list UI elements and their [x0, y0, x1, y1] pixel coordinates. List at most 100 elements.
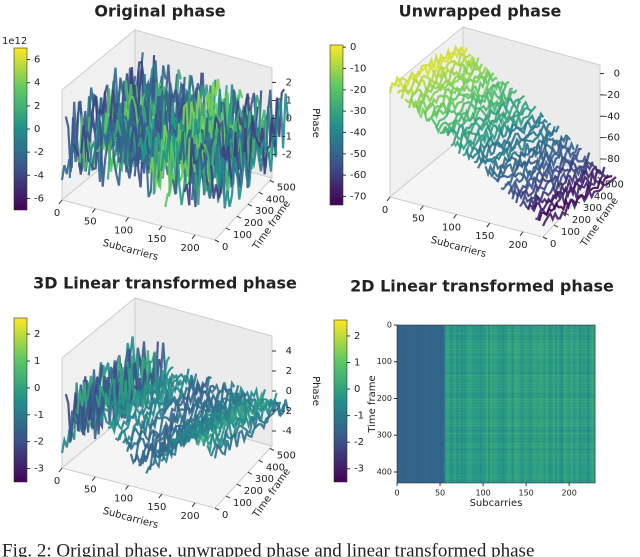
heatmap-row [445, 330, 595, 332]
z-tick-label: 0 [614, 69, 620, 80]
heatmap-row [445, 422, 595, 424]
heatmap-column [458, 325, 461, 483]
y-axis-label: Time frame [367, 375, 378, 433]
x-tick-label: 50 [84, 485, 97, 496]
heatmap-row [445, 332, 595, 335]
heatmap-column [585, 325, 588, 483]
heatmap-column [408, 325, 412, 483]
heatmap-column [537, 325, 541, 483]
heatmap-column [553, 325, 556, 483]
x-tick [386, 196, 391, 202]
heatmap-row [445, 438, 595, 440]
heatmap-row [445, 356, 595, 358]
y-tick-label: 0 [550, 239, 556, 250]
heatmap-column [543, 325, 546, 483]
colorbar-tick-label: 0 [34, 124, 40, 135]
heatmap-column [468, 325, 471, 483]
heatmap-column [488, 325, 491, 483]
z-tick-label: -2 [282, 150, 292, 161]
y-tick-label: 300 [377, 431, 392, 440]
colorbar-offset: 1e12 [2, 36, 27, 47]
x-tick-label: 200 [508, 240, 527, 251]
colorbar-tick-label: 6 [34, 55, 40, 66]
y-tick [564, 212, 570, 216]
y-tick [597, 176, 603, 180]
z-tick-label: 2 [286, 366, 292, 377]
colorbar-tick-label: -20 [350, 85, 366, 96]
x-tick-label: 150 [518, 489, 533, 498]
heatmap-column [523, 325, 527, 483]
heatmap-column [545, 325, 548, 483]
surface [137, 84, 213, 180]
heatmap-row [445, 364, 595, 366]
plot-frame [396, 324, 596, 484]
heatmap-row [445, 404, 595, 406]
x-tick [419, 205, 424, 210]
y-tick-label: 100 [561, 227, 580, 238]
heatmap-column [539, 325, 543, 483]
heatmap-column [571, 325, 574, 483]
y-tick [214, 239, 220, 243]
heatmap-row [445, 340, 595, 342]
x-tick-label: 150 [147, 234, 166, 245]
heatmap-column [446, 325, 449, 483]
surface [99, 366, 174, 424]
heatmap-column [531, 325, 535, 483]
heatmap-column [505, 325, 509, 483]
heatmap-column [440, 325, 444, 483]
surface [114, 368, 190, 442]
surface [462, 105, 537, 157]
heatmap-row [445, 351, 595, 353]
colorbar-tick-label: -2 [354, 437, 364, 448]
heatmap-column [563, 325, 566, 483]
heatmap-row [445, 401, 595, 403]
heatmap-column [525, 325, 529, 483]
heatmap-column [541, 325, 545, 483]
heatmap-column [474, 325, 477, 483]
heatmap-column [428, 325, 432, 483]
heatmap-column [397, 325, 400, 483]
colorbar-tick-label: -10 [350, 63, 366, 74]
x-tick-label: 150 [147, 502, 166, 513]
z-tick-label: 0 [286, 113, 292, 124]
heatmap-column [434, 325, 438, 483]
heatmap-row [445, 472, 595, 474]
colorbar-tick-label: 4 [34, 78, 40, 89]
heatmap-column [484, 325, 487, 483]
colorbar-tick-label: -2 [34, 147, 44, 158]
x-tick [58, 467, 63, 473]
heatmap-column [444, 325, 447, 483]
heatmap-row [445, 359, 595, 361]
x-axis-label: Subcarries [470, 498, 523, 509]
y-tick-label: 500 [277, 182, 296, 193]
heatmap-row [445, 346, 595, 348]
colorbar-tick-label: 2 [34, 101, 40, 112]
surface [195, 390, 270, 446]
z-tick-label: 1 [286, 95, 292, 106]
heatmap-column [515, 325, 519, 483]
z-tick-label: 2 [286, 77, 292, 88]
surface [450, 94, 525, 147]
colorbar-tick-label: -6 [34, 193, 44, 204]
y-tick-label: 200 [244, 486, 263, 497]
heatmap-column [398, 325, 402, 483]
z-tick-label: -1 [282, 132, 292, 143]
heatmap-column [529, 325, 533, 483]
heatmap-column [513, 325, 517, 483]
y-tick [225, 495, 231, 499]
heatmap-column [410, 325, 414, 483]
colorbar-tick-label: -50 [350, 149, 366, 160]
heatmap-column [430, 325, 434, 483]
heatmap-row [445, 435, 595, 437]
heatmap-row [445, 467, 595, 469]
heatmap-row [445, 382, 595, 385]
heatmap-column [501, 325, 505, 483]
y-tick-label: 100 [377, 357, 392, 366]
heatmap-row [445, 480, 595, 482]
heatmap-column [450, 325, 453, 483]
heatmap-row [445, 414, 595, 416]
y-tick-label: 200 [377, 394, 392, 403]
x-tick [91, 208, 96, 213]
heatmap-column [438, 325, 442, 483]
heatmap-column [448, 325, 451, 483]
